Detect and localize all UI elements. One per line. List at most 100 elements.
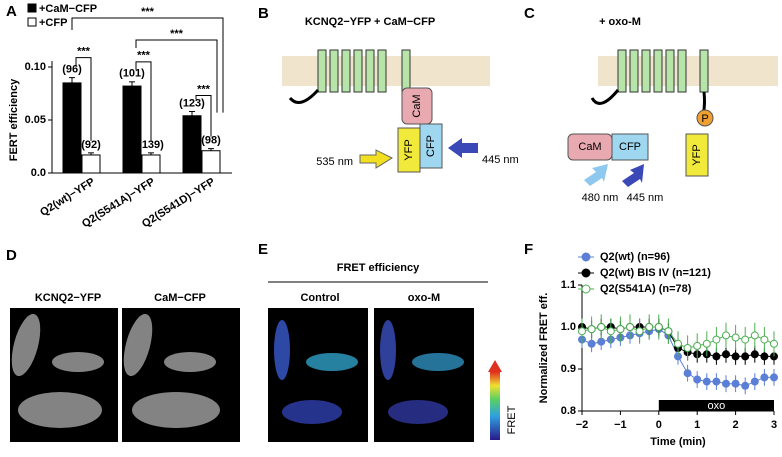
x-tick-label: 1 bbox=[694, 419, 700, 431]
label: CFP bbox=[425, 135, 437, 157]
n-label: (98) bbox=[201, 135, 221, 147]
n-label: (101) bbox=[119, 68, 145, 80]
x-tick-label: −2 bbox=[576, 419, 589, 431]
point bbox=[770, 339, 778, 348]
image-title: FRET efficiency bbox=[337, 262, 420, 274]
cam-box bbox=[401, 87, 433, 125]
point bbox=[731, 352, 740, 361]
panel-letter: C bbox=[524, 5, 535, 22]
point bbox=[702, 377, 711, 386]
y-axis-label: Normalized FRET eff. bbox=[538, 293, 550, 404]
cfp-box bbox=[419, 123, 443, 169]
n-label: (139) bbox=[138, 139, 164, 151]
point bbox=[750, 331, 759, 340]
label: CaM bbox=[578, 141, 601, 153]
bar bbox=[81, 154, 101, 174]
n-label: (96) bbox=[62, 64, 82, 76]
membrane bbox=[598, 56, 778, 86]
point bbox=[712, 377, 721, 386]
y-axis-label: FERT efficiency bbox=[8, 78, 20, 161]
panel-letter: B bbox=[258, 5, 269, 22]
diagram-title: KCNQ2−YFP + CaM−CFP bbox=[305, 16, 435, 28]
micrographs-e: FRET efficiency Control oxo-M FRET bbox=[268, 262, 518, 442]
point bbox=[693, 341, 702, 350]
point bbox=[750, 350, 759, 359]
point bbox=[731, 379, 740, 388]
panel-letter: E bbox=[258, 241, 268, 258]
point bbox=[702, 339, 711, 348]
bar bbox=[141, 154, 161, 174]
point bbox=[674, 339, 682, 348]
point bbox=[664, 327, 673, 336]
point bbox=[760, 335, 769, 344]
point bbox=[731, 333, 740, 342]
label: 480 nm bbox=[582, 192, 619, 204]
scale-label: FRET bbox=[506, 405, 518, 434]
point bbox=[760, 373, 769, 382]
x-tick-label: Q2(wt)−YFP bbox=[38, 176, 97, 219]
label: 445 nm bbox=[627, 192, 664, 204]
point bbox=[741, 335, 750, 344]
point bbox=[741, 381, 750, 390]
bar bbox=[62, 82, 82, 174]
x-tick-label: −1 bbox=[614, 419, 627, 431]
point bbox=[654, 323, 663, 331]
image-label: Control bbox=[300, 292, 339, 304]
image-label: CaM−CFP bbox=[154, 292, 206, 304]
point bbox=[722, 350, 730, 359]
point bbox=[750, 377, 759, 386]
legend-swatch bbox=[27, 3, 37, 13]
sig-label: *** bbox=[170, 28, 184, 40]
sig-label: *** bbox=[197, 83, 211, 95]
sig-label: *** bbox=[77, 46, 91, 58]
point bbox=[693, 375, 702, 384]
y-tick-label: 0.10 bbox=[25, 61, 46, 73]
label: YFP bbox=[403, 139, 415, 160]
bar bbox=[122, 85, 142, 174]
color-scale bbox=[490, 372, 500, 440]
cfp-box bbox=[611, 133, 649, 161]
label: 445 nm bbox=[482, 154, 519, 166]
sig-bracket bbox=[135, 61, 152, 141]
legend-label: Q2(S541A) (n=78) bbox=[600, 283, 692, 295]
legend-label: +CFP bbox=[39, 17, 67, 29]
point bbox=[741, 352, 750, 361]
y-tick-label: 0.05 bbox=[25, 114, 46, 126]
x-axis-label: Time (min) bbox=[650, 436, 706, 448]
y-tick-label: 0.0 bbox=[31, 167, 46, 179]
label: P bbox=[701, 113, 708, 125]
diagram-b: KCNQ2−YFP + CaM−CFP CaM YFP CFP 535 nm 4… bbox=[282, 16, 519, 173]
sig-label: *** bbox=[137, 50, 151, 62]
label: CaM bbox=[411, 94, 423, 117]
point bbox=[635, 327, 644, 336]
legend-swatch bbox=[27, 17, 37, 27]
label: YFP bbox=[691, 144, 703, 165]
point bbox=[712, 335, 721, 344]
legend-marker bbox=[581, 252, 591, 262]
legend-marker bbox=[581, 268, 591, 278]
point bbox=[712, 352, 721, 361]
x-tick-label: 3 bbox=[771, 419, 777, 431]
point bbox=[616, 325, 625, 334]
label: 535 nm bbox=[316, 156, 353, 168]
point bbox=[683, 369, 692, 378]
diagram-c: + oxo-M P YFP CaM CFP 480 nm 445 nm bbox=[567, 16, 778, 204]
n-label: (92) bbox=[81, 139, 101, 151]
x-tick-label: 2 bbox=[733, 419, 739, 431]
point bbox=[626, 323, 634, 331]
point bbox=[722, 331, 730, 340]
y-tick-label: 0.9 bbox=[561, 363, 576, 375]
micrographs-d: KCNQ2−YFP CaM−CFP bbox=[10, 292, 240, 442]
legend-marker bbox=[581, 284, 591, 294]
x-tick-label: 0 bbox=[656, 419, 662, 431]
diagram-title: + oxo-M bbox=[599, 16, 641, 28]
point bbox=[683, 344, 692, 352]
panel-letter: F bbox=[524, 241, 533, 258]
sig-label: *** bbox=[141, 6, 155, 18]
point bbox=[770, 373, 778, 382]
bar bbox=[201, 150, 221, 174]
n-label: (123) bbox=[179, 97, 205, 109]
image-label: oxo-M bbox=[408, 292, 440, 304]
